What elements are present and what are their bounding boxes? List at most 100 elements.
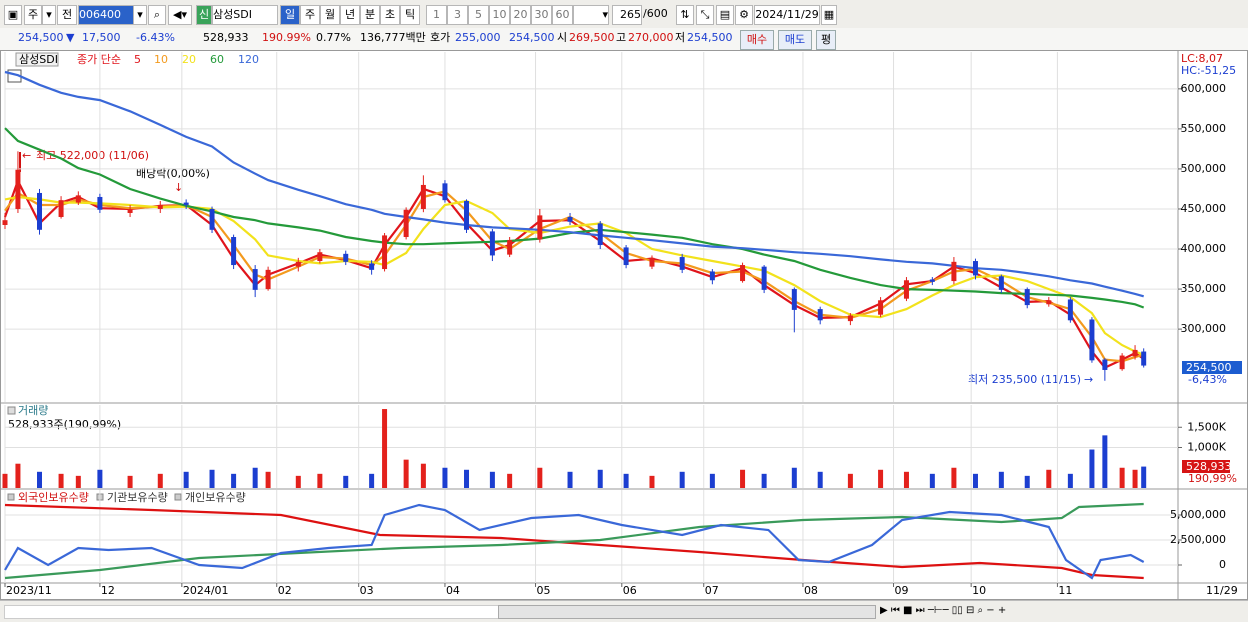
- dropdown[interactable]: ▾: [42, 5, 56, 25]
- candle-body: [183, 202, 189, 205]
- annotation-high: 최고 522,000 (11/06): [36, 149, 149, 162]
- candle-body: [2, 220, 8, 225]
- candle-body: [623, 247, 629, 266]
- prev[interactable]: 전: [57, 5, 77, 25]
- volume-bar: [37, 471, 43, 488]
- count[interactable]: 265: [612, 5, 642, 25]
- x-tick-label: 2024/01: [183, 584, 229, 597]
- volume-bar: [369, 473, 375, 488]
- interval-button[interactable]: 1: [426, 5, 447, 25]
- period-button[interactable]: 일: [280, 5, 300, 25]
- x-end-label: 11/29: [1206, 584, 1238, 597]
- candle-body: [157, 204, 163, 209]
- scrollbar: ▶ ⏮ ■ ⏭ ─⊢─ ▯▯ ⊟ ⌕ − +: [0, 600, 1248, 622]
- last-volume: 528,933: [1186, 460, 1232, 473]
- volume-bar: [761, 473, 767, 488]
- icon[interactable]: ▣: [4, 5, 22, 25]
- volume-bar: [649, 475, 655, 488]
- candle-body: [15, 169, 21, 209]
- interval-button[interactable]: 10: [489, 5, 510, 25]
- interval-button[interactable]: 30: [531, 5, 552, 25]
- candle-body: [847, 315, 853, 322]
- legend-entry: 120: [238, 53, 259, 66]
- interval-button[interactable]: 3: [447, 5, 468, 25]
- y-tick-label: 550,000: [1181, 122, 1227, 135]
- volume: 528,933: [203, 31, 249, 44]
- market[interactable]: 주: [24, 5, 42, 25]
- avg-button[interactable]: 평: [816, 30, 836, 50]
- candle-body: [537, 215, 543, 240]
- calendar[interactable]: ▦: [821, 5, 837, 25]
- date[interactable]: 2024/11/29: [754, 5, 820, 25]
- candle-body: [317, 252, 323, 262]
- volume-bar: [1089, 449, 1095, 488]
- sell-button[interactable]: 매도: [778, 30, 812, 50]
- dropdown[interactable]: ▾: [133, 5, 147, 25]
- buy-button[interactable]: 매수: [740, 30, 774, 50]
- y-tick-label: 500,000: [1181, 162, 1227, 175]
- code-input[interactable]: 006400: [78, 5, 134, 25]
- candle-body: [1132, 349, 1138, 357]
- last-change: -6,43%: [1188, 373, 1227, 386]
- legend-entry: 개인보유수량: [185, 491, 246, 504]
- line-series: [4, 127, 1145, 309]
- volume-bar: [623, 473, 629, 488]
- candle-body: [597, 223, 603, 246]
- candle-body: [817, 309, 823, 321]
- x-tick-label: 04: [446, 584, 460, 597]
- volume-bar: [1067, 473, 1073, 488]
- y-tick-label: 1,500K: [1187, 420, 1226, 433]
- x-tick-label: 03: [360, 584, 374, 597]
- period-button[interactable]: 년: [340, 5, 360, 25]
- chart: 삼성SDI 종가 단순 5 10 20 60 120 ← 최고 522,000 (11/…: [0, 50, 1248, 600]
- candle-body: [972, 261, 978, 276]
- volume-bar: [382, 409, 388, 488]
- volume-bar: [507, 473, 513, 488]
- volume-bar: [15, 463, 21, 488]
- open: 269,500: [569, 31, 615, 44]
- dropdown[interactable]: ▾: [573, 5, 609, 25]
- tool[interactable]: ⇅: [676, 5, 694, 25]
- line-series: [4, 503, 1144, 580]
- candle-body: [709, 271, 715, 281]
- candle-body: [295, 261, 301, 267]
- volume-bar: [403, 459, 409, 488]
- sound[interactable]: ◀▾: [168, 5, 192, 25]
- volume-bar: [157, 473, 163, 488]
- frame: [0, 50, 1248, 600]
- legend: 5 10 20 60 120: [134, 53, 259, 66]
- last-price: 254,500: [1186, 361, 1232, 374]
- volume-bar: [847, 473, 853, 488]
- period-button[interactable]: 주: [300, 5, 320, 25]
- nav-buttons[interactable]: ▶ ⏮ ■ ⏭ ─⊢─ ▯▯ ⊟ ⌕ − +: [880, 605, 1007, 616]
- last-volume-rate: 190,99%: [1188, 472, 1237, 485]
- icon: [7, 406, 16, 415]
- tool[interactable]: ⚙: [735, 5, 753, 25]
- period-button[interactable]: 초: [380, 5, 400, 25]
- interval-button[interactable]: 5: [468, 5, 489, 25]
- volume-bar: [464, 469, 470, 488]
- volume-bar: [58, 473, 64, 488]
- lc-label: LC:8,07: [1181, 52, 1223, 65]
- volume-bar: [903, 471, 909, 488]
- y-tick-label: 400,000: [1181, 242, 1227, 255]
- interval-button[interactable]: 20: [510, 5, 531, 25]
- tool[interactable]: ▤: [716, 5, 734, 25]
- candle-body: [1024, 289, 1030, 306]
- candle-body: [97, 196, 103, 210]
- candle-body: [1102, 359, 1108, 370]
- volume-bar: [343, 475, 349, 488]
- tool[interactable]: ⤡: [696, 5, 714, 25]
- change-rate: -6.43%: [136, 31, 175, 44]
- period-button[interactable]: 분: [360, 5, 380, 25]
- search[interactable]: ⌕: [148, 5, 166, 25]
- legend-icon: [7, 493, 15, 501]
- volume-bar: [1141, 466, 1147, 488]
- period-button[interactable]: 틱: [400, 5, 420, 25]
- period-button[interactable]: 월: [320, 5, 340, 25]
- volume-bar: [679, 471, 685, 488]
- volume-subtitle: 528,933주(190,99%): [8, 418, 121, 431]
- interval-button[interactable]: 60: [552, 5, 573, 25]
- scroll-thumb[interactable]: [498, 605, 876, 619]
